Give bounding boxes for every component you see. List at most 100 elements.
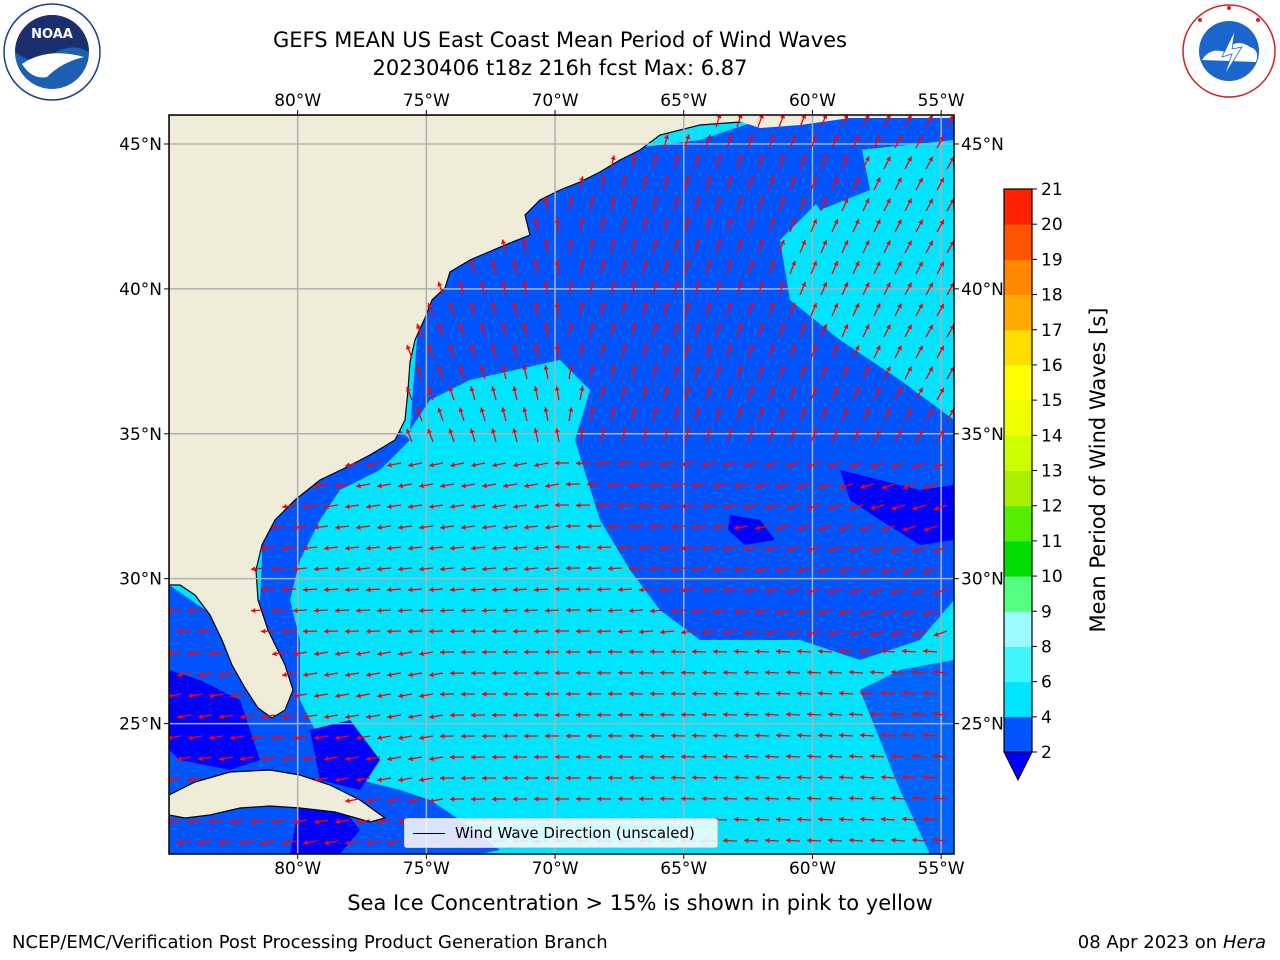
wave-direction-arrowhead (261, 756, 266, 762)
wave-direction-arrowhead (949, 240, 954, 246)
wave-direction-arrowhead (450, 796, 455, 802)
wave-direction-arrowhead (737, 115, 743, 119)
wave-direction-arrowhead (513, 628, 518, 634)
wave-direction-arrowhead (587, 649, 592, 655)
wave-direction-arrowhead (461, 483, 466, 489)
wave-direction-arrowhead (886, 324, 891, 330)
wave-direction-arrowhead (870, 631, 876, 637)
wave-direction-arrowhead (534, 503, 539, 510)
wave-direction-arrowhead (482, 691, 487, 697)
wave-direction-arrowhead (576, 502, 581, 508)
wave-direction-arrowhead (674, 407, 680, 413)
wave-direction-arrowhead (765, 462, 770, 468)
land-maine-canada (720, 115, 954, 128)
lon-label-bottom: 80°W (274, 859, 321, 879)
wave-direction-arrowhead (939, 387, 944, 393)
wave-direction-arrowhead (440, 775, 445, 781)
wave-direction-arrowhead (272, 651, 277, 657)
wave-direction-arrowhead (419, 566, 424, 572)
wave-direction-arrowhead (807, 795, 812, 802)
wave-direction-arrowhead (429, 587, 434, 593)
wave-direction-arrowhead (621, 344, 627, 350)
wave-direction-arrowhead (377, 607, 382, 614)
wave-direction-arrowhead (555, 586, 560, 592)
wave-direction-arrowhead (923, 648, 928, 654)
wave-direction-arrowhead (713, 482, 718, 488)
wave-direction-arrowhead (621, 302, 627, 308)
wave-direction-arrowhead (713, 524, 718, 530)
wave-direction-arrowhead (685, 302, 691, 308)
wave-direction-arrowhead (554, 218, 560, 223)
wave-direction-arrowhead (188, 693, 193, 699)
wave-direction-arrowhead (513, 796, 518, 802)
wave-direction-arrowhead (198, 714, 203, 720)
wave-direction-arrowhead (429, 545, 434, 551)
wave-direction-arrowhead (713, 691, 718, 697)
wave-direction-arrowhead (324, 503, 329, 510)
wave-direction-arrowhead (822, 198, 828, 204)
wave-direction-arrowhead (650, 691, 655, 697)
wave-direction-arrowhead (513, 754, 518, 760)
wave-direction-arrowhead (503, 524, 508, 530)
wave-direction-arrowhead (706, 218, 712, 224)
wave-direction-arrowhead (902, 610, 908, 616)
lon-label-bottom: 75°W (403, 859, 450, 879)
wave-direction-arrowhead (461, 566, 466, 572)
wave-region-2-4s-east (800, 120, 870, 210)
wave-direction-arrowhead (780, 407, 785, 413)
wave-direction-arrowhead (723, 796, 728, 802)
wave-direction-arrowhead (923, 568, 929, 574)
colorbar-cell (1004, 224, 1032, 260)
wave-direction-arrowhead (727, 344, 733, 350)
wave-direction-arrowhead (939, 303, 944, 309)
wave-direction-arrowhead (522, 407, 528, 413)
wave-direction-arrowhead (734, 733, 739, 739)
wave-direction-arrowhead (758, 323, 764, 329)
wave-direction-arrowhead (621, 260, 627, 266)
colorbar-cell (1004, 576, 1032, 612)
wave-direction-arrowhead (490, 344, 496, 350)
wave-direction-arrowhead (791, 344, 796, 350)
wave-direction-arrowhead (706, 428, 712, 434)
wave-direction-arrowhead (629, 691, 634, 697)
wave-direction-arrowhead (860, 610, 866, 616)
wave-direction-arrowhead (314, 524, 319, 530)
wave-direction-arrowhead (406, 386, 411, 392)
wave-direction-arrowhead (513, 545, 518, 551)
wave-direction-arrowhead (923, 774, 928, 780)
wave-direction-arrowhead (839, 774, 844, 780)
wave-direction-arrowhead (786, 795, 791, 802)
wave-direction-arrowhead (387, 628, 392, 634)
wave-direction-arrowhead (812, 345, 818, 351)
colorbar-cell (1004, 329, 1032, 366)
wave-direction-arrowhead (881, 526, 887, 532)
colorbar-tick-label: 19 (1041, 250, 1063, 270)
wave-direction-arrowhead (854, 429, 860, 435)
wave-direction-arrowhead (833, 177, 839, 183)
wave-direction-arrowhead (387, 672, 392, 678)
wave-direction-arrowhead (797, 609, 803, 615)
wave-direction-arrowhead (780, 239, 785, 245)
wave-direction-arrowhead (864, 115, 870, 120)
lon-label-bottom: 55°W (918, 859, 965, 879)
wave-direction-arrowhead (755, 774, 760, 781)
wave-direction-arrowhead (597, 796, 602, 802)
wave-direction-arrowhead (737, 197, 743, 203)
wave-direction-arrowhead (534, 587, 539, 593)
wave-direction-arrowhead (828, 795, 833, 801)
wave-direction-arrowhead (918, 219, 923, 225)
wave-direction-arrowhead (293, 651, 298, 657)
wave-direction-arrowhead (479, 323, 485, 329)
wave-direction-arrowhead (610, 197, 616, 203)
wave-direction-arrowhead (875, 387, 881, 393)
wave-direction-arrowhead (706, 302, 712, 308)
wave-direction-arrowhead (843, 408, 849, 414)
wave-direction-arrowhead (629, 649, 634, 655)
wave-direction-arrowhead (843, 282, 849, 288)
wave-direction-arrowhead (737, 365, 743, 371)
wave-direction-arrowhead (902, 484, 908, 490)
wave-direction-arrowhead (501, 365, 507, 371)
wave-direction-arrowhead (734, 649, 739, 655)
wave-direction-arrowhead (744, 504, 749, 510)
wave-direction-arrowhead (923, 610, 929, 616)
